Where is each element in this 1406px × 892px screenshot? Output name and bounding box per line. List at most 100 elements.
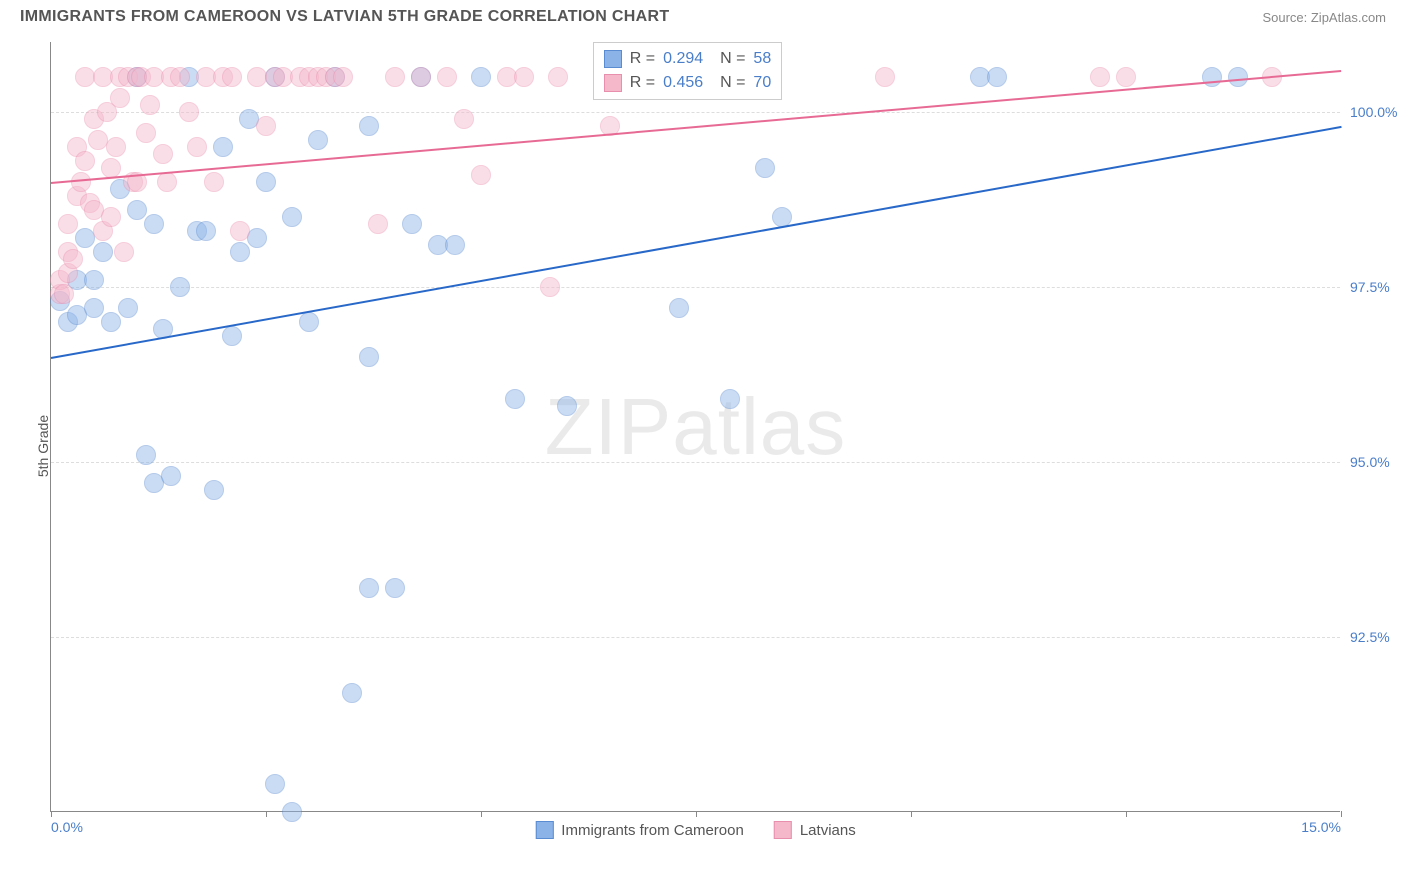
data-point xyxy=(110,88,130,108)
xtick-mark xyxy=(911,811,912,817)
data-point xyxy=(196,221,216,241)
data-point xyxy=(342,683,362,703)
stat-r-value: 0.294 xyxy=(663,47,703,71)
data-point xyxy=(755,158,775,178)
data-point xyxy=(144,214,164,234)
data-point xyxy=(170,67,190,87)
stat-n-label: N = xyxy=(711,47,745,71)
xtick-mark xyxy=(481,811,482,817)
data-point xyxy=(136,123,156,143)
gridline xyxy=(51,637,1340,638)
data-point xyxy=(222,67,242,87)
data-point xyxy=(118,298,138,318)
data-point xyxy=(71,172,91,192)
gridline xyxy=(51,462,1340,463)
data-point xyxy=(505,389,525,409)
data-point xyxy=(359,116,379,136)
data-point xyxy=(101,158,121,178)
data-point xyxy=(84,270,104,290)
data-point xyxy=(256,116,276,136)
chart-title: IMMIGRANTS FROM CAMEROON VS LATVIAN 5TH … xyxy=(20,8,669,26)
data-point xyxy=(204,480,224,500)
data-point xyxy=(230,221,250,241)
data-point xyxy=(368,214,388,234)
legend-label: Immigrants from Cameroon xyxy=(561,822,744,839)
data-point xyxy=(987,67,1007,87)
data-point xyxy=(170,277,190,297)
stats-legend: R = 0.294 N = 58R = 0.456 N = 70 xyxy=(593,42,782,100)
ytick-label: 100.0% xyxy=(1350,104,1406,120)
data-point xyxy=(359,347,379,367)
xtick-mark xyxy=(1341,811,1342,817)
stat-n-value: 58 xyxy=(753,47,771,71)
legend-item: Immigrants from Cameroon xyxy=(535,821,744,839)
data-point xyxy=(454,109,474,129)
data-point xyxy=(548,67,568,87)
stat-r-value: 0.456 xyxy=(663,71,703,95)
data-point xyxy=(114,242,134,262)
data-point xyxy=(1090,67,1110,87)
legend-swatch xyxy=(774,821,792,839)
data-point xyxy=(471,67,491,87)
source-label: Source: ZipAtlas.com xyxy=(1262,10,1386,25)
data-point xyxy=(540,277,560,297)
stats-row: R = 0.294 N = 58 xyxy=(604,47,771,71)
xtick-label: 0.0% xyxy=(51,819,83,835)
data-point xyxy=(1202,67,1222,87)
data-point xyxy=(58,214,78,234)
data-point xyxy=(157,172,177,192)
data-point xyxy=(282,207,302,227)
xtick-mark xyxy=(51,811,52,817)
data-point xyxy=(136,445,156,465)
data-point xyxy=(187,137,207,157)
xtick-label: 15.0% xyxy=(1301,819,1341,835)
data-point xyxy=(669,298,689,318)
scatter-chart: ZIPatlas 92.5%95.0%97.5%100.0%0.0%15.0%R… xyxy=(50,42,1340,812)
data-point xyxy=(106,137,126,157)
ytick-label: 92.5% xyxy=(1350,629,1406,645)
data-point xyxy=(359,578,379,598)
legend-item: Latvians xyxy=(774,821,856,839)
data-point xyxy=(222,326,242,346)
y-axis-label: 5th Grade xyxy=(35,415,51,477)
data-point xyxy=(54,284,74,304)
gridline xyxy=(51,287,1340,288)
legend-swatch xyxy=(604,74,622,92)
data-point xyxy=(204,172,224,192)
data-point xyxy=(557,396,577,416)
stat-n-label: N = xyxy=(711,71,745,95)
ytick-label: 95.0% xyxy=(1350,454,1406,470)
data-point xyxy=(385,578,405,598)
data-point xyxy=(299,312,319,332)
data-point xyxy=(247,228,267,248)
legend-swatch xyxy=(604,50,622,68)
stats-row: R = 0.456 N = 70 xyxy=(604,71,771,95)
data-point xyxy=(1228,67,1248,87)
data-point xyxy=(161,466,181,486)
data-point xyxy=(153,144,173,164)
data-point xyxy=(411,67,431,87)
data-point xyxy=(282,802,302,822)
data-point xyxy=(402,214,422,234)
data-point xyxy=(445,235,465,255)
stat-r-label: R = xyxy=(630,71,655,95)
data-point xyxy=(63,249,83,269)
data-point xyxy=(213,137,233,157)
ytick-label: 97.5% xyxy=(1350,279,1406,295)
stat-n-value: 70 xyxy=(753,71,771,95)
watermark: ZIPatlas xyxy=(545,381,846,473)
legend-swatch xyxy=(535,821,553,839)
data-point xyxy=(140,95,160,115)
data-point xyxy=(720,389,740,409)
data-point xyxy=(101,312,121,332)
data-point xyxy=(179,102,199,122)
bottom-legend: Immigrants from Cameroon Latvians xyxy=(535,821,855,839)
data-point xyxy=(385,67,405,87)
data-point xyxy=(101,207,121,227)
data-point xyxy=(1116,67,1136,87)
data-point xyxy=(84,298,104,318)
data-point xyxy=(265,774,285,794)
xtick-mark xyxy=(266,811,267,817)
xtick-mark xyxy=(1126,811,1127,817)
legend-label: Latvians xyxy=(800,822,856,839)
